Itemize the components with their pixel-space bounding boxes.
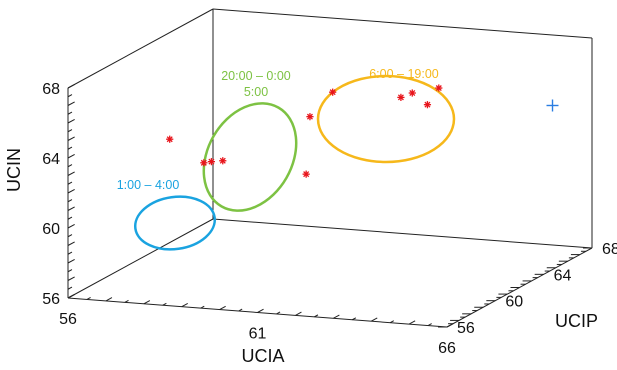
tick-mark	[86, 297, 91, 300]
tick-mark	[143, 300, 151, 305]
tick-mark	[276, 311, 281, 315]
data-point	[329, 88, 337, 96]
tick-mark	[295, 311, 302, 316]
y-tick-label: 60	[505, 294, 523, 311]
data-point	[219, 157, 227, 165]
tick-mark	[67, 234, 73, 238]
cluster-ellipses	[133, 74, 456, 251]
y-tick-label: 68	[602, 241, 617, 258]
tick-mark	[67, 223, 75, 229]
data-point	[166, 135, 174, 143]
tick-mark	[162, 302, 167, 306]
cluster-label: 5:00	[244, 85, 268, 99]
z-tick-label: 68	[42, 81, 60, 98]
back-top-edge	[212, 8, 593, 39]
x-tick-label: 56	[59, 311, 77, 328]
tick-mark	[67, 101, 75, 106]
tick-mark	[67, 276, 75, 281]
cluster-ellipse	[316, 74, 456, 164]
tick-mark	[105, 297, 113, 302]
data-point	[207, 158, 216, 166]
tick-mark	[67, 199, 73, 203]
tick-mark	[370, 317, 378, 322]
tick-mark	[67, 181, 73, 185]
cluster-label: 20:00 – 0:00	[221, 69, 291, 83]
axes-box	[67, 8, 593, 328]
data-point	[302, 170, 310, 178]
tick-mark	[67, 293, 75, 299]
axis-ticks	[67, 83, 592, 328]
y-tick-label: 64	[554, 267, 572, 284]
tick-mark	[67, 146, 73, 150]
tick-mark	[67, 111, 73, 115]
tick-mark	[67, 129, 73, 133]
tick-mark	[446, 323, 454, 328]
x-tick-label: 66	[438, 340, 456, 357]
left-top-edge	[67, 8, 214, 89]
y-axis-label: UCIP	[555, 311, 598, 331]
tick-mark	[67, 136, 75, 141]
floor-back-left-edge	[67, 218, 214, 299]
z-axis-label: UCIN	[4, 148, 24, 192]
y-tick-label: 56	[457, 320, 475, 337]
z-tick-label: 64	[42, 151, 60, 168]
cluster-labels: 1:00 – 4:00 20:00 – 0:00 5:00 6:00 – 19:00	[117, 67, 439, 192]
z-tick-label: 60	[42, 221, 60, 238]
tick-mark	[67, 164, 73, 168]
cluster-ellipse	[133, 195, 217, 251]
cluster-label: 6:00 – 19:00	[369, 67, 439, 81]
x-tick-label: 61	[249, 326, 267, 343]
tick-mark	[427, 323, 432, 326]
tick-mark	[333, 314, 340, 319]
z-tick-label: 56	[42, 291, 60, 308]
tick-mark	[200, 305, 205, 309]
tick-mark	[67, 118, 75, 124]
tick-mark	[67, 251, 73, 255]
data-point	[408, 89, 416, 97]
data-point	[306, 113, 314, 121]
tick-mark	[314, 314, 319, 318]
tick-mark	[67, 258, 75, 264]
tick-mark	[67, 241, 75, 246]
data-points	[166, 84, 559, 178]
data-point	[397, 93, 405, 101]
tick-mark	[67, 216, 73, 220]
cluster-label: 1:00 – 4:00	[117, 178, 180, 192]
tick-mark	[67, 153, 75, 159]
data-point	[423, 101, 432, 109]
tick-mark	[67, 94, 73, 98]
floor-back-edge	[212, 218, 593, 249]
tick-mark	[124, 299, 129, 303]
tick-mark	[67, 286, 73, 290]
tick-mark	[67, 206, 75, 211]
tick-mark	[257, 308, 264, 313]
tick-mark	[389, 320, 395, 324]
tick-mark	[408, 320, 416, 325]
data-point	[435, 84, 443, 92]
tick-mark	[238, 308, 243, 312]
data-point	[200, 159, 208, 167]
tick-mark	[219, 305, 226, 311]
tick-mark	[352, 317, 357, 321]
cluster-ellipse	[202, 102, 298, 212]
tick-mark	[67, 269, 73, 273]
tick-mark	[67, 83, 75, 89]
tick-mark	[181, 302, 188, 308]
x-axis-label: UCIA	[241, 346, 284, 366]
tick-mark	[67, 188, 75, 194]
tick-mark	[67, 171, 75, 176]
centroid-marker	[546, 99, 559, 112]
